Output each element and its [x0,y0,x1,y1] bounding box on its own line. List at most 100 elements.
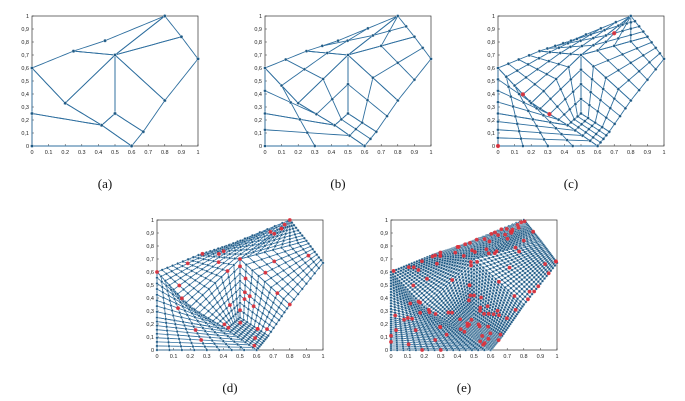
mesh-node [481,304,485,308]
mesh-node [568,45,573,49]
mesh-node [262,306,266,310]
mesh-node [257,242,261,246]
x-tick-label: 0.8 [520,354,528,360]
mesh-node [470,254,474,258]
mesh-node [345,39,350,43]
mesh-node [447,281,451,285]
mesh-node [238,279,242,283]
mesh-node [392,289,396,293]
mesh-node [493,307,497,311]
mesh-node [448,298,452,302]
mesh-node [494,277,498,281]
mesh-node [512,275,516,279]
refined-node [227,303,232,307]
mesh-node [524,257,528,261]
mesh-node [406,288,410,291]
mesh-node [500,259,504,262]
mesh-node [305,131,309,135]
refined-node [536,284,541,289]
mesh-node [426,273,430,277]
refined-node [473,250,477,254]
x-tick-label: 0.6 [253,354,261,360]
mesh-node [155,340,159,344]
mesh-node [493,323,497,327]
mesh-node [211,319,215,323]
mesh-node [520,282,524,286]
mesh-node [395,288,399,292]
mesh-node [491,305,495,309]
mesh-node [534,278,538,281]
mesh-node [426,297,430,301]
mesh-node [421,268,425,272]
mesh-node [523,261,527,265]
mesh-node [415,292,419,296]
mesh-node [457,297,461,301]
mesh-node [608,106,612,110]
mesh-node [536,280,540,284]
mesh-node [506,298,510,302]
mesh-node [421,283,425,287]
mesh-node [282,310,286,314]
mesh-node [206,263,210,267]
mesh-node [511,249,515,253]
mesh-node [201,326,205,330]
mesh-node [216,326,220,330]
mesh-node [71,49,76,53]
x-tick-label: 0.5 [344,150,352,156]
mesh-node [482,291,486,295]
refined-node [393,313,398,318]
mesh-node [521,269,525,273]
mesh-node [461,262,465,266]
mesh-node [457,268,461,272]
mesh-node [445,280,449,284]
mesh-node [480,255,484,259]
refined-node [216,252,221,256]
mesh-node [213,342,217,346]
mesh-node [408,273,412,277]
mesh-node [212,259,215,263]
mesh-node [499,262,503,266]
mesh-node [464,256,468,260]
mesh-node [404,309,408,312]
mesh-node [430,319,434,323]
mesh-node [520,304,524,308]
mesh-node [480,279,484,283]
mesh-node [448,262,452,266]
mesh-node [530,273,534,277]
mesh-node [620,29,625,33]
mesh-node [181,259,185,263]
mesh-node [504,272,507,276]
mesh-node [486,301,490,305]
mesh-node [129,144,134,148]
mesh-node [283,235,287,239]
mesh-node [178,341,182,345]
mesh-node [246,314,250,318]
mesh-node [534,124,539,128]
panel-b: 0 0.1 0.2 0.3 0.4 0.5 0.6 0.7 0.8 0.9 100,10,20,30… [254,14,433,191]
mesh-edge [114,15,166,56]
panel-d: 0 0.1 0.2 0.3 0.4 0.5 0.6 0.7 0.8 0.9 100,10,20,30… [146,218,324,395]
panel-d-plot: 0 0.1 0.2 0.3 0.4 0.5 0.6 0.7 0.8 0.9 100,10,20,30… [146,218,324,360]
mesh-node [374,130,378,134]
mesh-node [488,292,492,296]
mesh-node [623,106,628,110]
mesh-node [431,321,435,325]
mesh-node [495,302,499,305]
mesh-node [402,301,406,305]
mesh-node [637,69,641,73]
mesh-node [314,112,319,116]
mesh-node [514,262,518,266]
mesh-node [298,265,302,269]
mesh-node [481,297,485,301]
mesh-node [167,348,171,352]
mesh-node [546,144,550,148]
mesh-node [496,66,500,70]
mesh-node [424,269,428,273]
mesh-node [454,307,458,311]
mesh-node [449,286,453,290]
mesh-node [475,281,479,285]
mesh-node [501,291,505,295]
mesh-node [461,275,465,279]
mesh-node [479,259,483,263]
mesh-node [607,130,611,134]
